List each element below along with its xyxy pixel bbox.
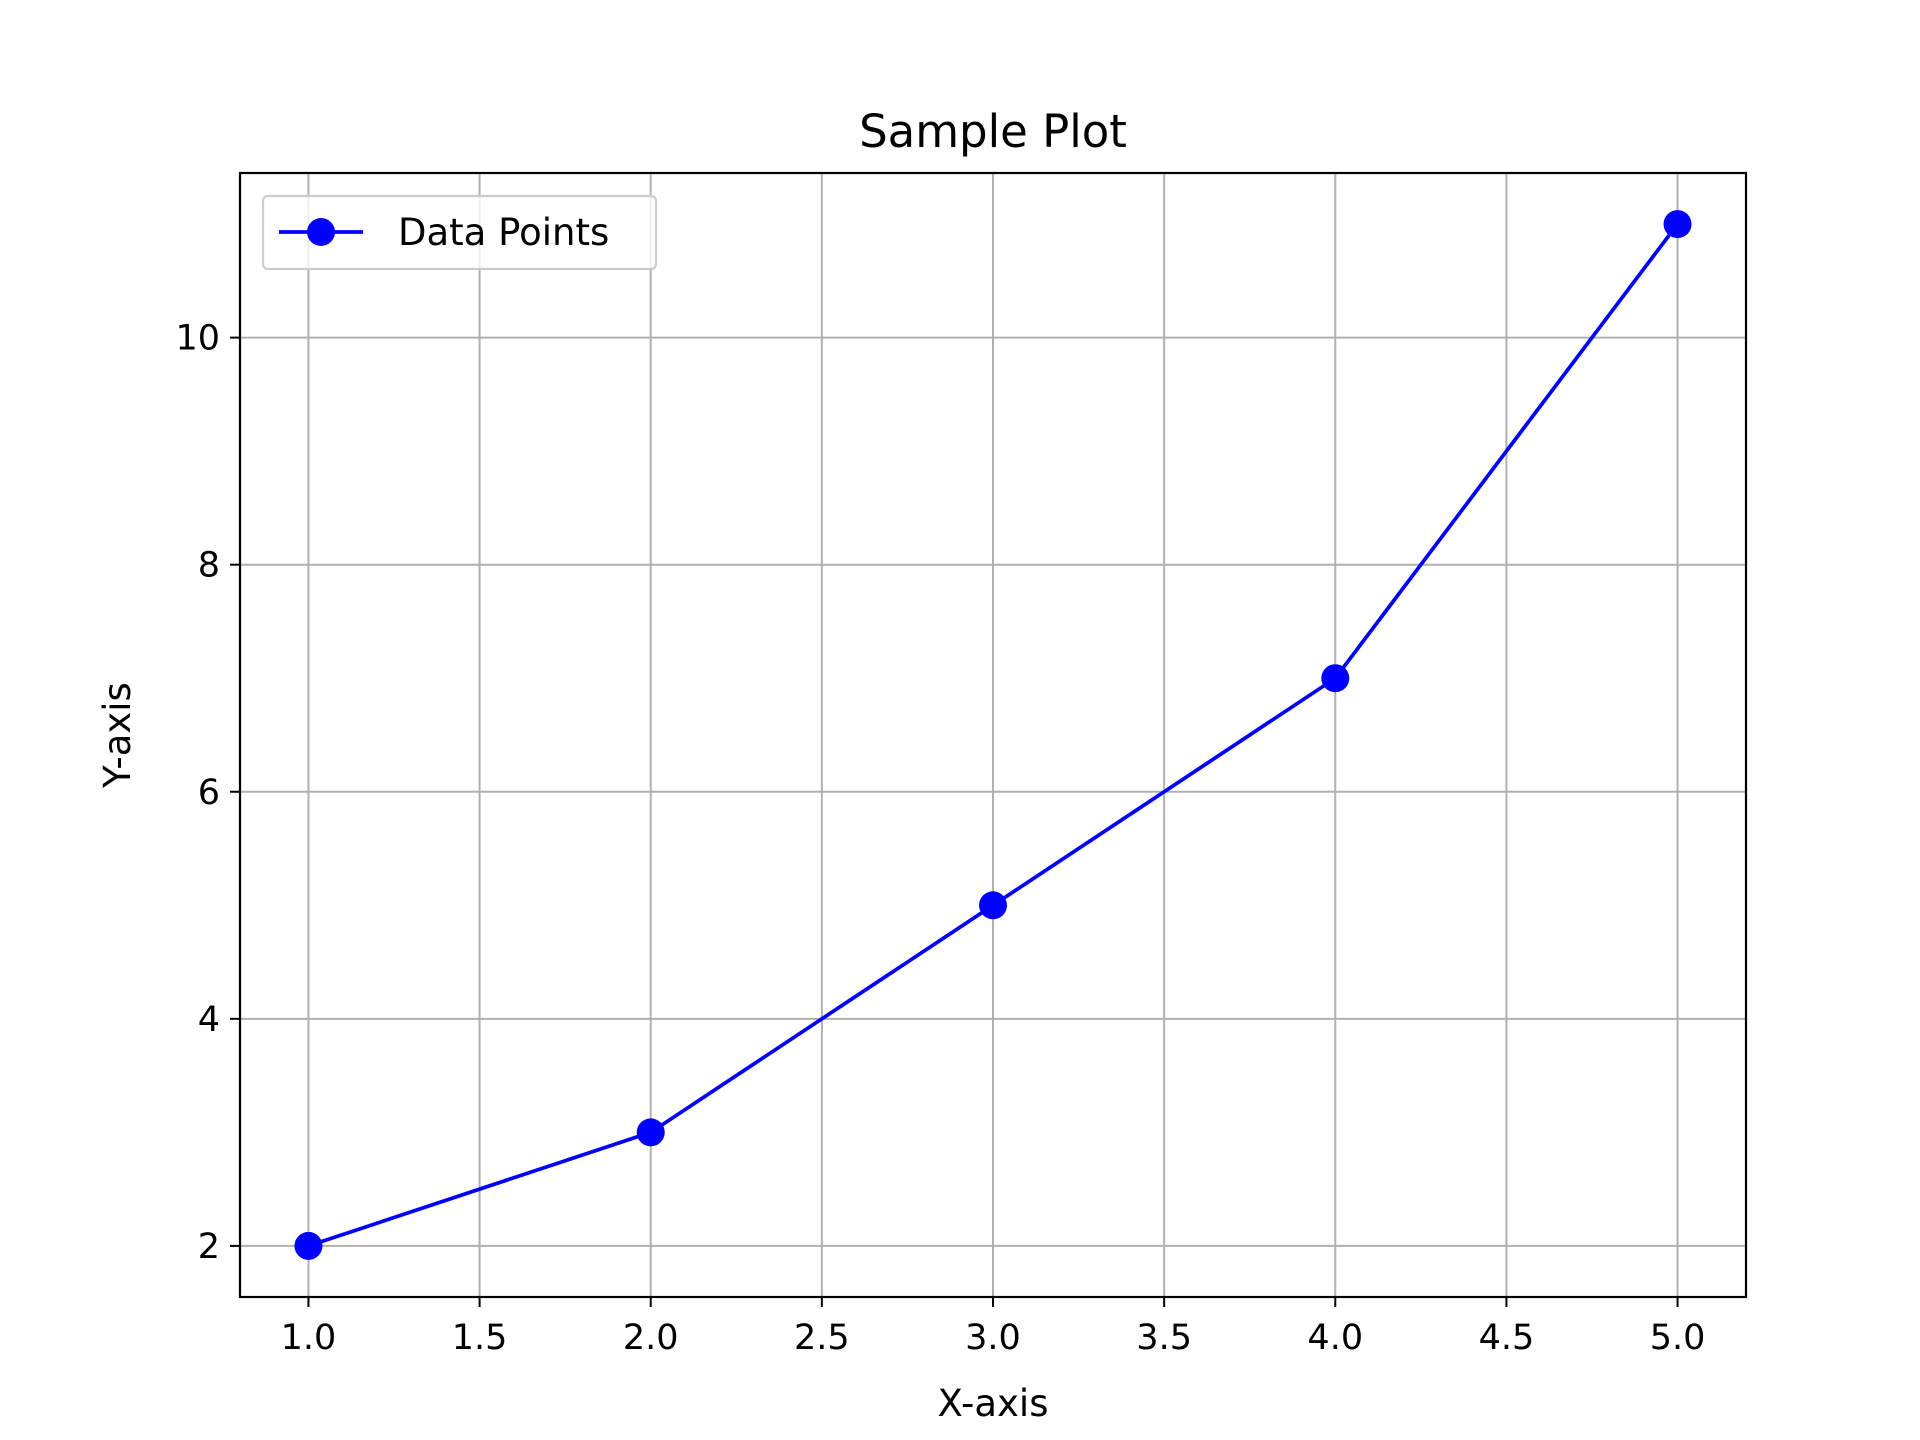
chart-title: Sample Plot bbox=[859, 105, 1127, 158]
data-point-marker bbox=[1321, 664, 1350, 693]
y-tick-label: 6 bbox=[198, 773, 220, 813]
x-tick-label: 2.0 bbox=[623, 1318, 679, 1358]
x-tick-label: 5.0 bbox=[1650, 1318, 1706, 1358]
x-tick-label: 3.0 bbox=[965, 1318, 1021, 1358]
y-tick-label: 4 bbox=[198, 1000, 220, 1040]
x-tick-label: 1.0 bbox=[281, 1318, 337, 1358]
grid-lines bbox=[240, 173, 1746, 1297]
data-point-marker bbox=[294, 1231, 323, 1260]
data-point-marker bbox=[636, 1118, 665, 1147]
y-tick-label: 8 bbox=[198, 546, 220, 586]
legend: Data Points bbox=[261, 194, 658, 271]
data-point-marker bbox=[1663, 210, 1692, 239]
legend-box bbox=[261, 194, 658, 271]
x-axis-ticks: 1.0 1.5 2.0 2.5 3.0 3.5 4.0 4.5 5.0 bbox=[281, 1297, 1706, 1358]
x-tick-label: 3.5 bbox=[1136, 1318, 1192, 1358]
x-axis-label: X-axis bbox=[938, 1382, 1049, 1425]
legend-entry-label: Data Points bbox=[398, 211, 609, 254]
series-layer bbox=[294, 210, 1692, 1260]
legend-marker-swatch bbox=[307, 218, 335, 246]
y-axis-label: Y-axis bbox=[96, 682, 139, 789]
y-tick-label: 10 bbox=[175, 319, 220, 359]
y-tick-label: 2 bbox=[198, 1227, 220, 1267]
data-point-marker bbox=[979, 891, 1007, 920]
x-tick-label: 1.5 bbox=[452, 1318, 508, 1358]
x-tick-label: 4.0 bbox=[1307, 1318, 1363, 1358]
y-axis-ticks: 2 4 6 8 10 bbox=[175, 319, 240, 1267]
x-tick-label: 4.5 bbox=[1479, 1318, 1535, 1358]
x-tick-label: 2.5 bbox=[794, 1318, 850, 1358]
